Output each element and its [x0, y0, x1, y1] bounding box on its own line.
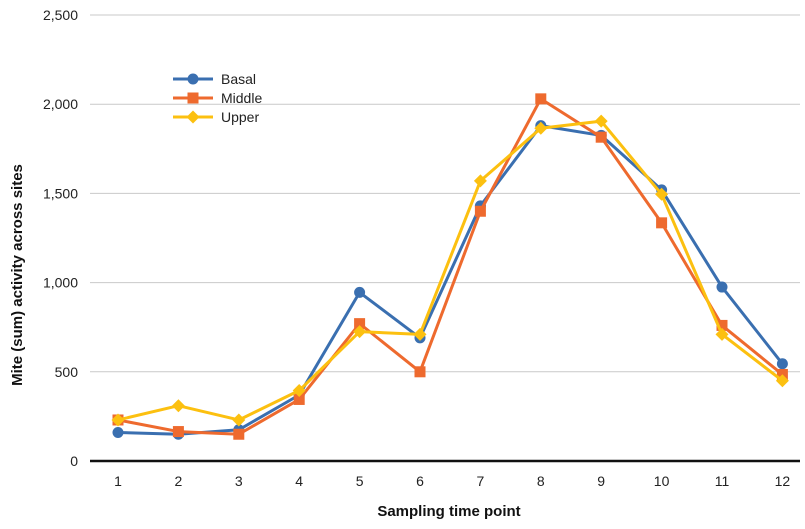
x-tick-label: 12 [775, 473, 791, 489]
data-point [595, 131, 607, 143]
data-point [414, 366, 426, 378]
series-line [117, 97, 784, 436]
data-point [112, 426, 124, 438]
data-point [473, 174, 487, 188]
legend: Basal Middle Upper [173, 71, 262, 125]
x-tick-label: 9 [597, 473, 605, 489]
data-point [715, 327, 729, 341]
y-tick-label: 0 [70, 453, 78, 469]
data-point [594, 114, 608, 128]
data-point [111, 413, 125, 427]
legend-item-upper: Upper [173, 109, 259, 125]
legend-marker [186, 110, 200, 124]
data-point [413, 327, 427, 341]
y-tick-label: 2,000 [43, 96, 78, 112]
series-upper [111, 114, 789, 427]
data-point [716, 319, 728, 331]
legend-marker [187, 92, 199, 104]
y-axis-ticks: 0 500 1,000 1,500 2,000 2,500 [43, 7, 78, 469]
series-middle [112, 93, 788, 440]
series-line [117, 119, 784, 422]
x-tick-label: 11 [715, 473, 730, 489]
data-point [171, 399, 185, 413]
data-point [354, 286, 366, 298]
data-point [232, 413, 246, 427]
data-point [354, 318, 366, 330]
x-tick-label: 8 [537, 473, 545, 489]
gridlines [90, 14, 800, 373]
x-tick-label: 7 [477, 473, 485, 489]
y-tick-label: 1,500 [43, 185, 78, 201]
data-point [775, 374, 789, 388]
legend-label: Middle [221, 90, 262, 106]
series-group [111, 93, 789, 440]
legend-item-basal: Basal [173, 71, 256, 87]
legend-label: Basal [221, 71, 256, 87]
data-point [293, 393, 305, 405]
x-tick-label: 10 [654, 473, 670, 489]
x-tick-label: 6 [416, 473, 424, 489]
series-basal [112, 120, 788, 440]
data-point [353, 325, 367, 339]
data-point [534, 121, 548, 135]
x-tick-label: 4 [295, 473, 303, 489]
y-tick-label: 1,000 [43, 275, 78, 291]
series-line [117, 124, 784, 436]
legend-marker [187, 73, 199, 85]
data-point [172, 426, 184, 438]
data-point [656, 217, 668, 229]
data-point [535, 93, 547, 105]
x-tick-label: 1 [114, 473, 122, 489]
data-point [716, 281, 728, 293]
data-point [474, 205, 486, 217]
x-tick-label: 5 [356, 473, 364, 489]
x-tick-label: 3 [235, 473, 243, 489]
data-point [776, 358, 788, 370]
x-tick-label: 2 [175, 473, 183, 489]
data-point [292, 384, 306, 398]
data-point [233, 428, 245, 440]
y-tick-label: 500 [55, 364, 79, 380]
x-axis-title: Sampling time point [377, 503, 520, 520]
y-axis-title: Mite (sum) activity across sites [9, 164, 26, 386]
legend-label: Upper [221, 109, 259, 125]
legend-item-middle: Middle [173, 90, 262, 106]
data-point [655, 187, 669, 201]
x-axis-ticks: 1 2 3 4 5 6 7 8 9 10 11 12 [114, 473, 790, 489]
y-tick-label: 2,500 [43, 7, 78, 23]
